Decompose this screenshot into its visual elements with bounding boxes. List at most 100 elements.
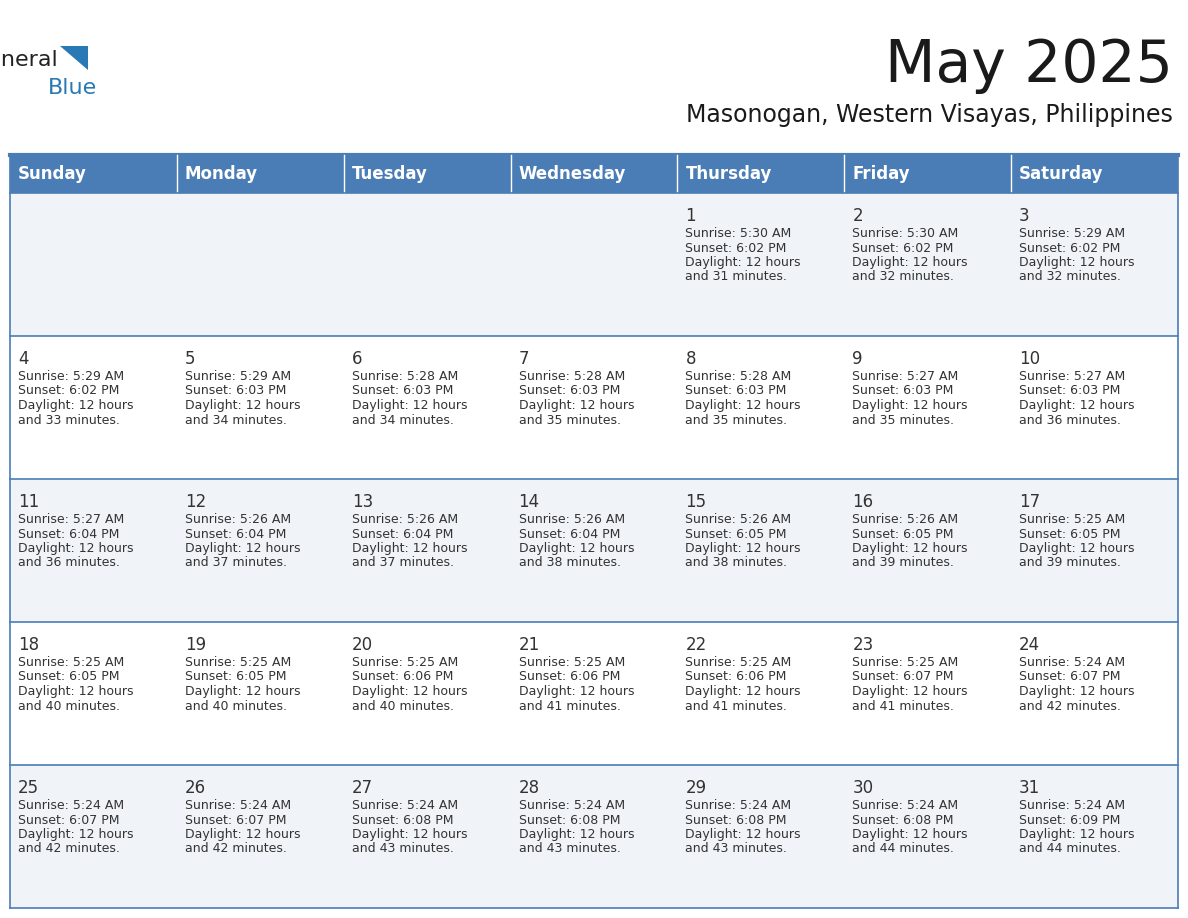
Polygon shape xyxy=(511,765,677,908)
Text: 19: 19 xyxy=(185,636,206,654)
Polygon shape xyxy=(845,155,1011,193)
Text: 20: 20 xyxy=(352,636,373,654)
Text: and 44 minutes.: and 44 minutes. xyxy=(852,843,954,856)
Text: 5: 5 xyxy=(185,350,195,368)
Text: Sunrise: 5:25 AM: Sunrise: 5:25 AM xyxy=(519,656,625,669)
Polygon shape xyxy=(511,336,677,479)
Polygon shape xyxy=(1011,765,1178,908)
Text: Daylight: 12 hours: Daylight: 12 hours xyxy=(352,685,467,698)
Text: Sunrise: 5:24 AM: Sunrise: 5:24 AM xyxy=(1019,656,1125,669)
Polygon shape xyxy=(1011,479,1178,622)
Text: Sunset: 6:03 PM: Sunset: 6:03 PM xyxy=(352,385,453,397)
Polygon shape xyxy=(677,193,845,336)
Polygon shape xyxy=(677,336,845,479)
Text: and 43 minutes.: and 43 minutes. xyxy=(685,843,788,856)
Text: Sunset: 6:06 PM: Sunset: 6:06 PM xyxy=(352,670,453,684)
Text: Sunset: 6:05 PM: Sunset: 6:05 PM xyxy=(185,670,286,684)
Text: 18: 18 xyxy=(18,636,39,654)
Text: Sunrise: 5:30 AM: Sunrise: 5:30 AM xyxy=(852,227,959,240)
Text: Sunset: 6:02 PM: Sunset: 6:02 PM xyxy=(852,241,954,254)
Text: Sunrise: 5:27 AM: Sunrise: 5:27 AM xyxy=(1019,370,1125,383)
Text: Blue: Blue xyxy=(48,78,96,98)
Text: and 34 minutes.: and 34 minutes. xyxy=(352,413,454,427)
Polygon shape xyxy=(343,622,511,765)
Text: 26: 26 xyxy=(185,779,206,797)
Text: Sunset: 6:02 PM: Sunset: 6:02 PM xyxy=(18,385,119,397)
Text: 11: 11 xyxy=(18,493,39,511)
Text: and 36 minutes.: and 36 minutes. xyxy=(1019,413,1121,427)
Text: and 43 minutes.: and 43 minutes. xyxy=(352,843,454,856)
Text: Sunset: 6:03 PM: Sunset: 6:03 PM xyxy=(519,385,620,397)
Polygon shape xyxy=(511,193,677,336)
Polygon shape xyxy=(61,46,88,70)
Text: Sunrise: 5:25 AM: Sunrise: 5:25 AM xyxy=(352,656,457,669)
Polygon shape xyxy=(677,622,845,765)
Text: 12: 12 xyxy=(185,493,206,511)
Text: 17: 17 xyxy=(1019,493,1041,511)
Text: and 40 minutes.: and 40 minutes. xyxy=(18,700,120,712)
Text: Daylight: 12 hours: Daylight: 12 hours xyxy=(18,399,133,412)
Text: and 38 minutes.: and 38 minutes. xyxy=(685,556,788,569)
Text: 6: 6 xyxy=(352,350,362,368)
Text: 10: 10 xyxy=(1019,350,1041,368)
Polygon shape xyxy=(511,622,677,765)
Polygon shape xyxy=(845,336,1011,479)
Text: Daylight: 12 hours: Daylight: 12 hours xyxy=(852,685,968,698)
Text: Daylight: 12 hours: Daylight: 12 hours xyxy=(18,542,133,555)
Text: Sunrise: 5:26 AM: Sunrise: 5:26 AM xyxy=(519,513,625,526)
Text: Daylight: 12 hours: Daylight: 12 hours xyxy=(852,828,968,841)
Polygon shape xyxy=(177,336,343,479)
Text: Sunrise: 5:29 AM: Sunrise: 5:29 AM xyxy=(1019,227,1125,240)
Text: and 42 minutes.: and 42 minutes. xyxy=(18,843,120,856)
Text: Sunset: 6:03 PM: Sunset: 6:03 PM xyxy=(852,385,954,397)
Text: and 44 minutes.: and 44 minutes. xyxy=(1019,843,1121,856)
Text: Sunset: 6:08 PM: Sunset: 6:08 PM xyxy=(685,813,786,826)
Polygon shape xyxy=(10,193,177,336)
Text: Sunrise: 5:25 AM: Sunrise: 5:25 AM xyxy=(18,656,125,669)
Polygon shape xyxy=(177,193,343,336)
Text: Sunset: 6:08 PM: Sunset: 6:08 PM xyxy=(519,813,620,826)
Polygon shape xyxy=(177,765,343,908)
Text: Sunrise: 5:26 AM: Sunrise: 5:26 AM xyxy=(185,513,291,526)
Text: 22: 22 xyxy=(685,636,707,654)
Text: Sunset: 6:06 PM: Sunset: 6:06 PM xyxy=(519,670,620,684)
Text: 3: 3 xyxy=(1019,207,1030,225)
Text: Daylight: 12 hours: Daylight: 12 hours xyxy=(185,828,301,841)
Polygon shape xyxy=(1011,336,1178,479)
Text: Daylight: 12 hours: Daylight: 12 hours xyxy=(685,399,801,412)
Text: 21: 21 xyxy=(519,636,539,654)
Polygon shape xyxy=(1011,193,1178,336)
Polygon shape xyxy=(10,155,177,193)
Polygon shape xyxy=(10,765,177,908)
Text: and 43 minutes.: and 43 minutes. xyxy=(519,843,620,856)
Text: Daylight: 12 hours: Daylight: 12 hours xyxy=(519,828,634,841)
Text: Daylight: 12 hours: Daylight: 12 hours xyxy=(685,828,801,841)
Text: and 36 minutes.: and 36 minutes. xyxy=(18,556,120,569)
Polygon shape xyxy=(343,479,511,622)
Text: 30: 30 xyxy=(852,779,873,797)
Text: and 32 minutes.: and 32 minutes. xyxy=(852,271,954,284)
Text: Saturday: Saturday xyxy=(1019,165,1104,183)
Text: Monday: Monday xyxy=(185,165,258,183)
Text: Sunset: 6:05 PM: Sunset: 6:05 PM xyxy=(1019,528,1120,541)
Text: Daylight: 12 hours: Daylight: 12 hours xyxy=(519,542,634,555)
Polygon shape xyxy=(1011,155,1178,193)
Text: General: General xyxy=(0,50,58,70)
Text: and 32 minutes.: and 32 minutes. xyxy=(1019,271,1121,284)
Text: 1: 1 xyxy=(685,207,696,225)
Text: and 42 minutes.: and 42 minutes. xyxy=(1019,700,1121,712)
Polygon shape xyxy=(845,479,1011,622)
Text: 27: 27 xyxy=(352,779,373,797)
Polygon shape xyxy=(343,765,511,908)
Text: and 40 minutes.: and 40 minutes. xyxy=(352,700,454,712)
Text: Sunrise: 5:26 AM: Sunrise: 5:26 AM xyxy=(852,513,959,526)
Polygon shape xyxy=(10,622,177,765)
Text: and 39 minutes.: and 39 minutes. xyxy=(1019,556,1121,569)
Text: Daylight: 12 hours: Daylight: 12 hours xyxy=(1019,828,1135,841)
Text: Sunrise: 5:24 AM: Sunrise: 5:24 AM xyxy=(1019,799,1125,812)
Text: Daylight: 12 hours: Daylight: 12 hours xyxy=(685,256,801,269)
Text: Daylight: 12 hours: Daylight: 12 hours xyxy=(352,828,467,841)
Text: Thursday: Thursday xyxy=(685,165,772,183)
Text: Daylight: 12 hours: Daylight: 12 hours xyxy=(352,542,467,555)
Text: Sunset: 6:03 PM: Sunset: 6:03 PM xyxy=(185,385,286,397)
